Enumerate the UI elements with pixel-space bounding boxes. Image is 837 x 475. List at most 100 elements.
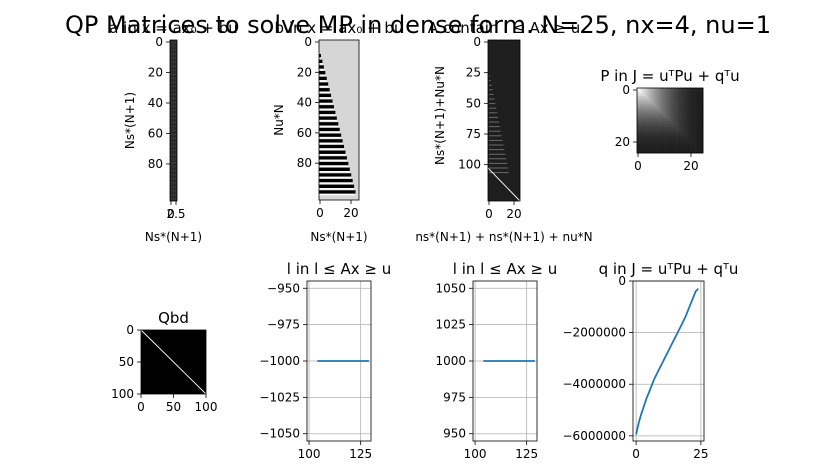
heatmap-cell	[695, 150, 699, 154]
heatmap-cell	[689, 95, 693, 99]
heatmap-cell	[681, 142, 685, 146]
heatmap-cell	[684, 140, 688, 143]
heatmap-cell	[684, 150, 688, 154]
heatmap-band	[319, 161, 349, 166]
heatmap-cell	[697, 124, 701, 128]
heatmap-cell	[650, 119, 654, 123]
heatmap-cell	[671, 103, 675, 107]
x-tick-label: 0	[634, 159, 642, 173]
heatmap-cell	[697, 119, 701, 123]
heatmap-cell	[650, 140, 654, 143]
heatmap-cell	[673, 119, 677, 123]
heatmap-cell	[644, 119, 648, 123]
heatmap-cell	[700, 124, 704, 128]
heatmap-cell	[642, 127, 646, 130]
y-tick-label: 0	[126, 323, 134, 337]
y-tick-label: 60	[297, 126, 312, 140]
heatmap-cell	[639, 150, 643, 154]
heatmap-cell	[673, 95, 677, 99]
heatmap-cell	[668, 137, 672, 141]
heatmap-cell	[689, 116, 693, 120]
heatmap-cell	[676, 132, 680, 136]
heatmap-cell	[681, 114, 685, 117]
heatmap-cell	[666, 121, 669, 125]
heatmap-cell	[637, 142, 640, 146]
heatmap-cell	[681, 132, 685, 136]
heatmap-cell	[687, 108, 691, 112]
heatmap-cell	[673, 150, 677, 154]
heatmap-cell	[658, 134, 662, 138]
x-tick-label: 20	[506, 207, 521, 221]
heatmap-cell	[681, 145, 685, 149]
y-tick-label: 20	[148, 65, 163, 79]
heatmap-cell	[642, 98, 646, 102]
heatmap-cell	[684, 119, 688, 123]
heatmap-cell	[684, 114, 688, 117]
heatmap-cell	[700, 142, 704, 146]
heatmap-cell	[679, 150, 683, 154]
heatmap-cell	[679, 124, 683, 128]
heatmap-cell	[684, 134, 688, 138]
heatmap-band	[319, 110, 336, 115]
heatmap-cell	[647, 116, 651, 120]
heatmap-cell	[655, 145, 659, 149]
heatmap-cell	[658, 119, 662, 123]
heatmap-cell	[673, 116, 677, 120]
heatmap-cell	[663, 132, 667, 136]
heatmap-cell	[658, 90, 662, 94]
heatmap-cell	[679, 119, 683, 123]
heatmap-band	[319, 150, 346, 154]
heatmap-cell	[689, 121, 693, 125]
heatmap-cell	[663, 127, 667, 130]
series-line	[635, 288, 699, 435]
y-tick-label: 75	[466, 127, 481, 141]
heatmap-cell	[671, 93, 675, 97]
heatmap-cell	[650, 137, 654, 141]
heatmap-cell	[695, 88, 699, 91]
heatmap-cell	[684, 93, 688, 97]
heatmap-cell	[681, 106, 685, 110]
heatmap-cell	[684, 147, 688, 151]
heatmap-cell	[668, 116, 672, 120]
heatmap-cell	[676, 95, 680, 99]
heatmap-cell	[697, 90, 701, 94]
heatmap-cell	[650, 95, 654, 99]
heatmap-cell	[647, 111, 651, 115]
subplot-b-matrix: b in x = ax₀ + bu0 20020406080Ns*(N+1)Nu*…	[272, 19, 403, 244]
heatmap-cell	[671, 129, 675, 133]
heatmap-cell	[660, 108, 664, 112]
heatmap-band	[319, 54, 321, 58]
heatmap-cell	[695, 142, 699, 146]
heatmap-cell	[663, 150, 667, 154]
heatmap-cell	[695, 95, 699, 99]
heatmap-cell	[642, 150, 646, 154]
heatmap-cell	[668, 103, 672, 107]
heatmap-band	[319, 71, 326, 75]
heatmap-cell	[689, 101, 693, 104]
heatmap-cell	[681, 127, 685, 130]
heatmap-cell	[695, 106, 699, 110]
heatmap-cell	[655, 142, 659, 146]
heatmap-cell	[684, 137, 688, 141]
heatmap-cell	[660, 103, 664, 107]
heatmap-cell	[658, 95, 662, 99]
x-tick-label: 125	[349, 447, 372, 461]
heatmap-band	[319, 59, 323, 64]
axes-title: P in J = uᵀPu + qᵀu	[600, 67, 739, 85]
heatmap-cell	[697, 95, 701, 99]
heatmap-cell	[647, 88, 651, 91]
heatmap-cell	[700, 132, 704, 136]
heatmap-cell	[668, 129, 672, 133]
heatmap-cell	[689, 88, 693, 91]
heatmap-cell	[660, 88, 664, 91]
heatmap-cell	[639, 114, 643, 117]
heatmap-cell	[647, 127, 651, 130]
heatmap-cell	[658, 145, 662, 149]
heatmap-cell	[637, 147, 640, 151]
heatmap-cell	[637, 119, 640, 123]
heatmap-cell	[650, 88, 654, 91]
heatmap-cell	[668, 124, 672, 128]
heatmap-cell	[658, 129, 662, 133]
heatmap-cell	[676, 129, 680, 133]
heatmap-band	[319, 65, 324, 69]
